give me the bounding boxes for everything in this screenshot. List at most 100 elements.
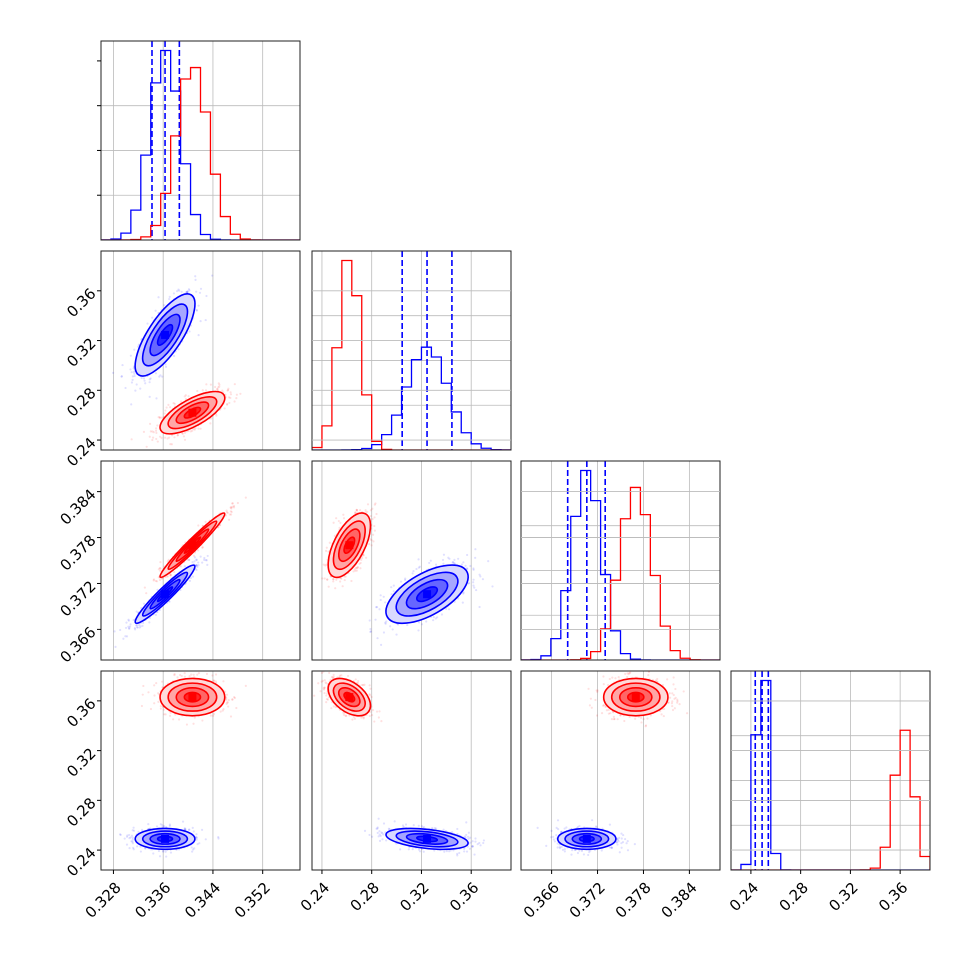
sample-point xyxy=(332,577,335,581)
sample-point xyxy=(360,558,363,562)
sample-point xyxy=(215,414,218,417)
sample-point xyxy=(149,430,152,433)
sample-point xyxy=(129,836,132,839)
sample-point xyxy=(179,565,182,568)
sample-point xyxy=(151,436,155,439)
sample-point xyxy=(135,623,139,627)
sample-point xyxy=(187,288,191,291)
sample-point xyxy=(211,274,214,277)
sample-point xyxy=(163,304,166,307)
sample-point xyxy=(132,367,135,370)
sample-point xyxy=(362,554,365,557)
sample-point xyxy=(355,508,358,512)
sample-point xyxy=(230,506,233,509)
sample-point xyxy=(337,519,340,523)
sample-point xyxy=(425,620,428,623)
sample-point xyxy=(152,852,155,855)
sample-point xyxy=(166,560,169,563)
sample-point xyxy=(156,440,159,443)
sample-point xyxy=(448,557,451,560)
sample-point xyxy=(415,567,418,571)
sample-point xyxy=(135,610,138,613)
sample-point xyxy=(140,606,143,610)
sample-point xyxy=(191,429,194,432)
sample-point xyxy=(155,431,158,435)
histogram-panel-1 xyxy=(311,250,512,451)
sample-point xyxy=(364,556,368,559)
sample-point xyxy=(158,417,161,420)
sample-point xyxy=(142,430,146,434)
sample-point xyxy=(472,581,475,584)
sample-point xyxy=(131,840,134,843)
sample-point xyxy=(392,590,395,593)
sample-point xyxy=(157,849,161,853)
sample-point xyxy=(451,561,454,564)
sample-point xyxy=(201,389,204,392)
sample-point xyxy=(385,620,388,623)
sample-point xyxy=(374,502,377,505)
sample-point xyxy=(180,290,183,293)
sample-point xyxy=(341,585,344,588)
sample-point xyxy=(428,561,431,565)
sample-point xyxy=(465,567,468,570)
sample-point xyxy=(384,621,387,624)
sample-point xyxy=(123,837,126,840)
sample-point xyxy=(155,427,158,430)
sample-point xyxy=(144,382,147,385)
sample-point xyxy=(141,624,144,627)
sample-point xyxy=(205,294,208,298)
sample-point xyxy=(131,829,134,832)
sample-point xyxy=(197,564,200,567)
sample-point xyxy=(404,578,407,582)
sample-point xyxy=(158,566,161,570)
sample-point xyxy=(354,566,358,569)
sample-point xyxy=(132,370,135,374)
sample-point xyxy=(151,438,154,442)
sample-point xyxy=(168,406,172,409)
sample-point xyxy=(390,593,393,596)
sample-point xyxy=(182,435,186,438)
sample-point xyxy=(133,627,136,630)
sample-point xyxy=(125,621,128,624)
sample-point xyxy=(231,502,234,505)
sample-point xyxy=(128,837,131,840)
sample-point xyxy=(244,496,247,499)
sample-point xyxy=(210,417,213,420)
sample-point xyxy=(125,843,129,846)
sample-point xyxy=(191,826,194,829)
sample-point xyxy=(371,507,374,510)
sample-point xyxy=(167,558,170,561)
sample-point xyxy=(172,292,176,295)
sample-point xyxy=(112,371,115,374)
histogram-series-0 xyxy=(101,49,300,240)
sample-point xyxy=(184,397,187,401)
sample-point xyxy=(434,563,438,566)
sample-point xyxy=(130,438,133,441)
sample-point xyxy=(140,828,144,831)
sample-point xyxy=(154,613,158,617)
sample-point xyxy=(172,402,175,405)
sample-point xyxy=(132,826,135,829)
sample-point xyxy=(183,827,186,830)
sample-point xyxy=(192,848,195,851)
sample-point xyxy=(217,386,220,389)
sample-point xyxy=(140,376,143,380)
density-peak xyxy=(345,541,354,550)
sample-point xyxy=(163,412,166,415)
sample-point xyxy=(354,569,357,572)
sample-point xyxy=(143,586,146,589)
sample-point xyxy=(327,585,330,588)
sample-point xyxy=(193,556,197,559)
sample-point xyxy=(350,579,353,583)
sample-point xyxy=(231,502,234,505)
sample-point xyxy=(190,846,193,849)
sample-point xyxy=(162,850,165,853)
sample-point xyxy=(138,624,141,627)
sample-point xyxy=(155,825,159,828)
sample-point xyxy=(195,833,198,836)
sample-point xyxy=(420,623,424,626)
sample-point xyxy=(326,578,329,581)
sample-point xyxy=(154,579,157,583)
sample-point xyxy=(366,503,370,506)
sample-point xyxy=(198,842,201,845)
